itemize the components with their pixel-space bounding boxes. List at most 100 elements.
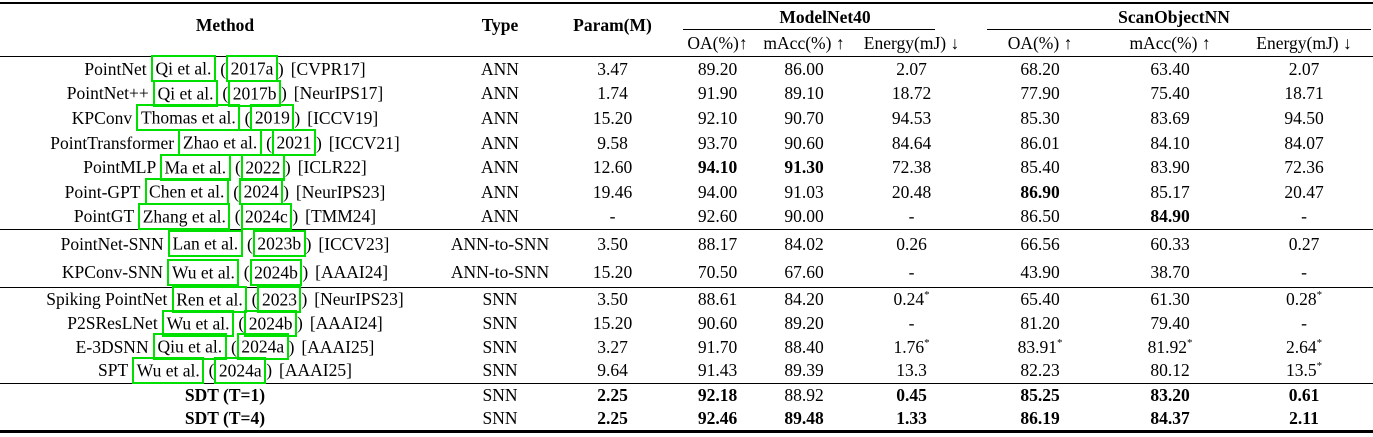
citation-author-link[interactable]: Ma et al. [159,153,231,181]
scanobjectnn-macc-cell: 84.10 [1150,132,1190,153]
citation-author-link[interactable]: Lan et al. [168,230,243,258]
citation-author-link[interactable]: Chen et al. [144,178,229,206]
scanobjectnn-oa-cell: 43.90 [1020,262,1060,283]
citation-author-link[interactable]: Qiu et al. [152,333,227,361]
row-group-snn-methods: Spiking PointNet Ren et al. (2023) [NeurI… [0,285,1373,384]
scanobjectnn-macc-cell: 63.40 [1105,55,1236,82]
type-cell: ANN-to-SNN [450,229,550,259]
method-cell: PointMLP Ma et al. (2022) [ICLR22] [0,153,450,181]
citation-author-link[interactable]: Wu et al. [167,258,240,286]
type-cell: SNN [450,382,550,407]
modelnet40-energy-cell: 72.38 [891,157,932,178]
scanobjectnn-oa-cell: 86.50 [1020,206,1060,227]
scanobjectnn-energy-cell: - [1301,206,1307,227]
citation-author-link[interactable]: Thomas et al. [136,104,241,132]
citation-author-link[interactable]: Qi et al. [153,79,218,107]
method-cell: P2SResLNet Wu et al. (2024b) [AAAI24] [0,309,450,337]
modelnet40-macc-cell: 90.70 [784,107,824,128]
method-name: PointTransformer [50,132,175,153]
type-cell: ANN [481,181,519,202]
venue-tag: [ICCV19] [307,107,379,128]
modelnet40-energy-cell: - [908,313,915,334]
col-header-scanobjectnn-energy: Energy(mJ) ↓ [1256,32,1352,53]
citation-author-link[interactable]: Ren et al. [171,285,248,313]
modelnet40-energy-cell: 0.45 [848,382,976,407]
venue-tag: [NeurIPS17] [293,83,384,104]
venue-tag: [NeurIPS23] [314,289,404,310]
scanobjectnn-energy-cell: 0.61 [1235,382,1373,407]
modelnet40-energy-cell: 0.24* [848,287,976,312]
modelnet40-oa-cell: 94.00 [697,181,738,202]
scanobjectnn-energy-cell: 0.28* [1235,287,1373,312]
table-row: Spiking PointNet Ren et al. (2023) [NeurI… [0,285,1373,313]
method-cell: Point-GPT Chen et al. (2024) [NeurIPS23] [0,178,450,206]
asterisk-footnote-marker: * [924,336,930,349]
scanobjectnn-oa-cell: 86.19 [975,406,1106,434]
type-cell: SNN [450,287,550,312]
type-cell: SNN [482,360,518,381]
scanobjectnn-macc-cell: 79.40 [1150,313,1190,334]
param-cell: 3.50 [550,287,675,312]
citation-year-link[interactable]: 2024c [240,202,293,230]
citation-year-link[interactable]: 2024b [249,258,303,286]
asterisk-footnote-marker: * [1186,336,1193,349]
table-row: KPConv Thomas et al. (2019) [ICCV19] ANN 15… [0,104,1373,132]
col-header-scanobjectnn-oa: OA(%) ↑ [1007,32,1073,53]
scanobjectnn-energy-cell: 20.47 [1284,181,1324,202]
modelnet40-oa-cell: 90.60 [697,313,738,334]
modelnet40-macc-cell: 84.02 [760,229,848,259]
scanobjectnn-energy-cell: 13.5* [1285,360,1323,381]
asterisk-footnote-marker: * [1056,336,1063,349]
citation-year-link[interactable]: 2024a [214,356,267,384]
citation-author-link[interactable]: Wu et al. [162,309,235,337]
method-name: SPT [98,360,128,381]
citation-author-link[interactable]: Wu et al. [132,356,205,384]
citation-author-link[interactable]: Zhao et al. [178,129,262,157]
citation-year-link[interactable]: 2017a [226,55,278,83]
param-cell: 12.60 [592,157,633,178]
modelnet40-energy-cell: 84.64 [891,132,932,153]
method-name: Spiking PointNet [46,289,168,310]
citation-year-link[interactable]: 2024 [239,178,284,206]
modelnet40-oa-cell: 88.17 [675,229,760,259]
method-name: Point-GPT [64,181,141,202]
scanobjectnn-energy-cell: 18.71 [1284,83,1324,104]
param-cell: 1.74 [597,83,628,104]
scanobjectnn-macc-cell: 83.69 [1150,107,1190,128]
type-cell: SNN [450,406,550,434]
method-cell: PointNet++ Qi et al. (2017b) [NeurIPS17] [0,79,450,107]
citation-year-link[interactable]: 2017b [228,79,281,107]
citation-year-link[interactable]: 2024b [244,309,297,337]
scanobjectnn-macc-cell: 61.30 [1105,287,1236,312]
asterisk-footnote-marker: * [924,289,930,302]
param-cell: 3.50 [550,229,675,259]
type-cell: ANN [481,206,519,227]
modelnet40-oa-cell: 91.43 [697,360,738,381]
venue-tag: [AAAI25] [279,360,352,381]
modelnet40-oa-cell: 92.10 [697,107,738,128]
method-name: PointNet [84,58,147,79]
method-cell: PointNet Qi et al. (2017a) [CVPR17] [0,55,450,83]
citation-year-link[interactable]: 2023 [257,285,302,313]
scanobjectnn-energy-cell: 0.27 [1235,229,1373,259]
citation-year-link[interactable]: 2021 [271,129,316,157]
citation-year-link[interactable]: 2023b [252,230,306,258]
modelnet40-oa-cell: 92.46 [675,406,760,434]
col-header-modelnet40-energy: Energy(mJ) ↓ [863,32,960,53]
param-cell: 15.20 [592,262,633,283]
venue-tag: [ICCV21] [328,132,400,153]
citation-year-link[interactable]: 2024a [236,333,289,361]
modelnet40-energy-cell: 1.76* [893,336,930,357]
citation-year-link[interactable]: 2022 [240,153,285,181]
modelnet40-macc-cell: 88.40 [784,336,824,357]
table-row: PointNet++ Qi et al. (2017b) [NeurIPS17] A… [0,79,1373,107]
scanobjectnn-macc-cell: 83.20 [1105,382,1236,407]
scanobjectnn-oa-cell: 65.40 [975,287,1106,312]
modelnet40-energy-cell: 13.3 [896,360,927,381]
method-cell: SDT (T=4) [0,406,450,434]
citation-year-link[interactable]: 2019 [250,104,295,132]
citation-author-link[interactable]: Qi et al. [151,55,216,83]
citation-author-link[interactable]: Zhang et al. [138,202,231,230]
method-cell: KPConv Thomas et al. (2019) [ICCV19] [0,104,450,132]
table-row: SPT Wu et al. (2024a) [AAAI25] SNN 9.64 91.4… [0,356,1373,384]
